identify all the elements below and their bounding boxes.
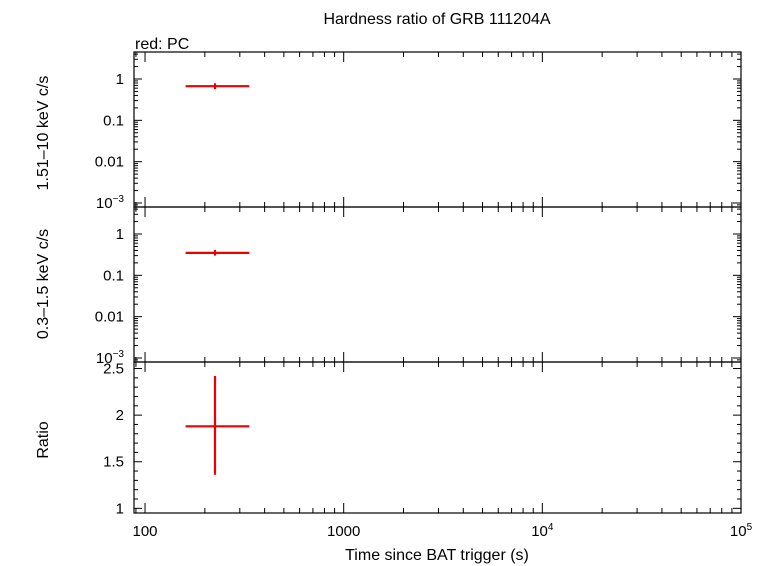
plot-frame-hard-band xyxy=(133,51,742,208)
chart-title: Hardness ratio of GRB 111204A xyxy=(323,11,550,28)
x-tick-label: 105 xyxy=(730,522,753,540)
plot-frame-soft-band xyxy=(133,206,742,363)
y-tick-label: 0.1 xyxy=(103,267,124,284)
y-tick-label: 2.5 xyxy=(103,361,124,378)
y-tick-label: 0.01 xyxy=(95,309,124,326)
x-tick-label: 100 xyxy=(133,523,158,540)
y-tick-label: 10−3 xyxy=(96,194,125,212)
y-tick-label: 1 xyxy=(116,226,124,243)
x-tick-label: 104 xyxy=(531,522,554,540)
plot-frame-ratio xyxy=(133,361,742,514)
y-tick-label: 1 xyxy=(116,500,124,517)
panel-hard-band: 1 0.1 0.01 10−3 xyxy=(95,51,742,212)
y-tick-label: 2 xyxy=(116,407,124,424)
y-axis-title-hard-band: 1.51–10 keV c/s xyxy=(35,76,52,191)
panel-soft-band: 1 0.1 0.01 10−3 xyxy=(95,206,742,367)
x-tick-label: 1000 xyxy=(327,523,360,540)
y-tick-label: 1 xyxy=(116,71,124,88)
y-tick-label: 0.1 xyxy=(103,112,124,129)
y-tick-label: 1.5 xyxy=(103,454,124,471)
y-axis-title-soft-band: 0.3–1.5 keV c/s xyxy=(35,229,52,339)
legend-note: red: PC xyxy=(135,36,189,53)
y-axis-title-ratio: Ratio xyxy=(35,421,52,458)
y-tick-label: 0.01 xyxy=(95,154,124,171)
x-axis-title: Time since BAT trigger (s) xyxy=(345,547,529,564)
y-tick-label: 10−3 xyxy=(96,349,125,367)
panel-ratio: 2.5 2 1.5 1 100 1000 104 105 xyxy=(103,361,752,540)
